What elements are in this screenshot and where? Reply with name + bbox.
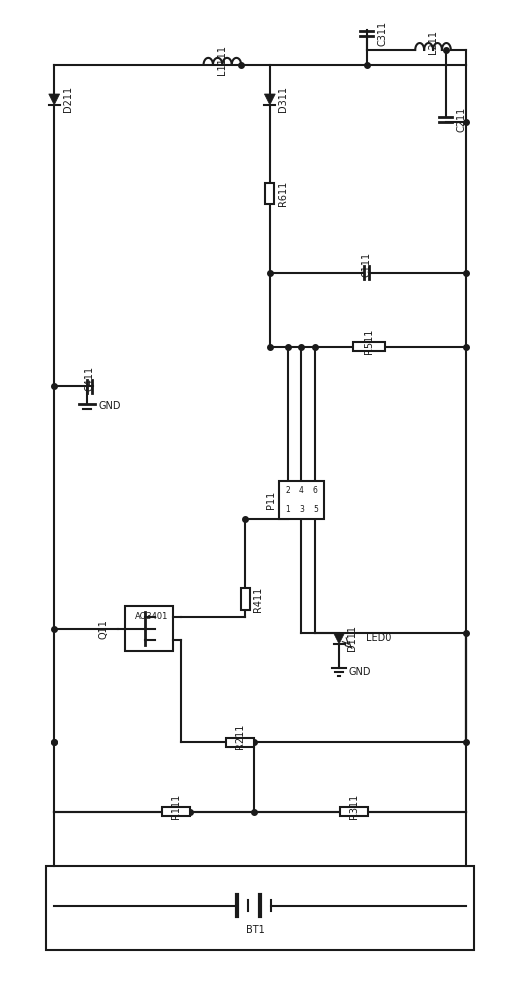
Text: D211: D211 [63,86,72,112]
Polygon shape [49,94,60,105]
Text: 2: 2 [285,486,290,495]
Polygon shape [333,633,345,644]
Bar [162,807,190,816]
Text: R611: R611 [278,181,288,206]
Text: D311: D311 [278,86,288,112]
Text: 4: 4 [299,486,304,495]
Text: BT1: BT1 [246,925,264,935]
Bar [125,606,173,651]
Text: C111: C111 [362,252,372,277]
Bar [279,481,324,519]
Bar [46,866,473,950]
Text: GND: GND [99,401,121,411]
Bar [340,807,367,816]
Bar [227,738,254,747]
Bar [241,588,249,610]
Text: LED0: LED0 [366,633,391,643]
Bar [265,183,274,204]
Text: C411: C411 [85,366,95,391]
Text: L211: L211 [428,30,438,54]
Text: C211: C211 [456,107,466,132]
Text: 5: 5 [313,505,318,514]
Text: L1111: L1111 [217,45,228,75]
Text: R411: R411 [253,586,263,612]
Text: GND: GND [349,667,372,677]
Text: R211: R211 [235,724,245,749]
Text: R511: R511 [364,328,374,354]
Polygon shape [264,94,275,105]
Text: P11: P11 [266,491,276,509]
Text: AO3401: AO3401 [134,612,168,621]
Text: R311: R311 [349,793,359,819]
Text: 1: 1 [285,505,290,514]
Text: R111: R111 [171,793,181,819]
Text: Q11: Q11 [99,619,108,639]
Text: C311: C311 [377,21,387,46]
Text: 6: 6 [313,486,318,495]
Text: D111: D111 [347,625,357,651]
Text: 3: 3 [299,505,304,514]
Bar [353,342,385,351]
